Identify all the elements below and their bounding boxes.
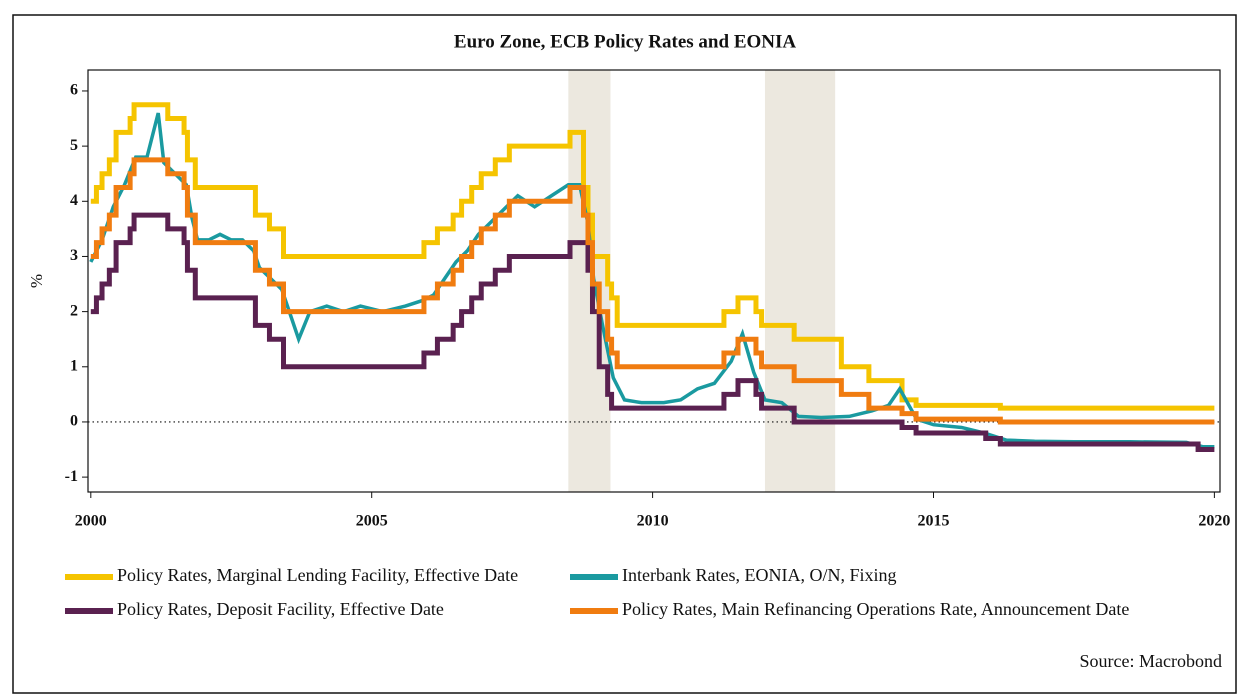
legend-label: Policy Rates, Main Refinancing Operation… [622, 599, 1129, 619]
chart-title: Euro Zone, ECB Policy Rates and EONIA [454, 31, 796, 52]
x-tick-label: 2010 [637, 513, 669, 530]
y-axis-label: % [27, 274, 46, 288]
y-tick-label: 6 [70, 82, 78, 99]
y-tick-label: 0 [70, 413, 78, 430]
legend-label: Interbank Rates, EONIA, O/N, Fixing [622, 565, 896, 585]
legend-label: Policy Rates, Marginal Lending Facility,… [117, 565, 518, 585]
x-tick-label: 2020 [1198, 513, 1230, 530]
y-tick-label: 1 [70, 357, 78, 374]
plot-frame [87, 69, 1221, 493]
y-tick-label: -1 [65, 468, 78, 485]
frame [12, 14, 1237, 694]
series-line [90, 212, 1215, 453]
shaded-region [764, 70, 836, 492]
x-tick-label: 2015 [917, 513, 949, 530]
series-line [90, 102, 1215, 411]
x-tick-label: 2005 [356, 513, 388, 530]
x-tick-label: 2000 [75, 513, 107, 530]
legend-label: Policy Rates, Deposit Facility, Effectiv… [117, 599, 444, 619]
y-tick-label: 4 [70, 192, 78, 209]
series-line [89, 112, 1215, 449]
y-tick-label: 5 [70, 137, 78, 154]
y-tick-label: 3 [70, 247, 78, 264]
source: Source: Macrobond [1080, 651, 1222, 671]
y-tick-label: 2 [70, 302, 78, 319]
series-line [90, 157, 1215, 425]
